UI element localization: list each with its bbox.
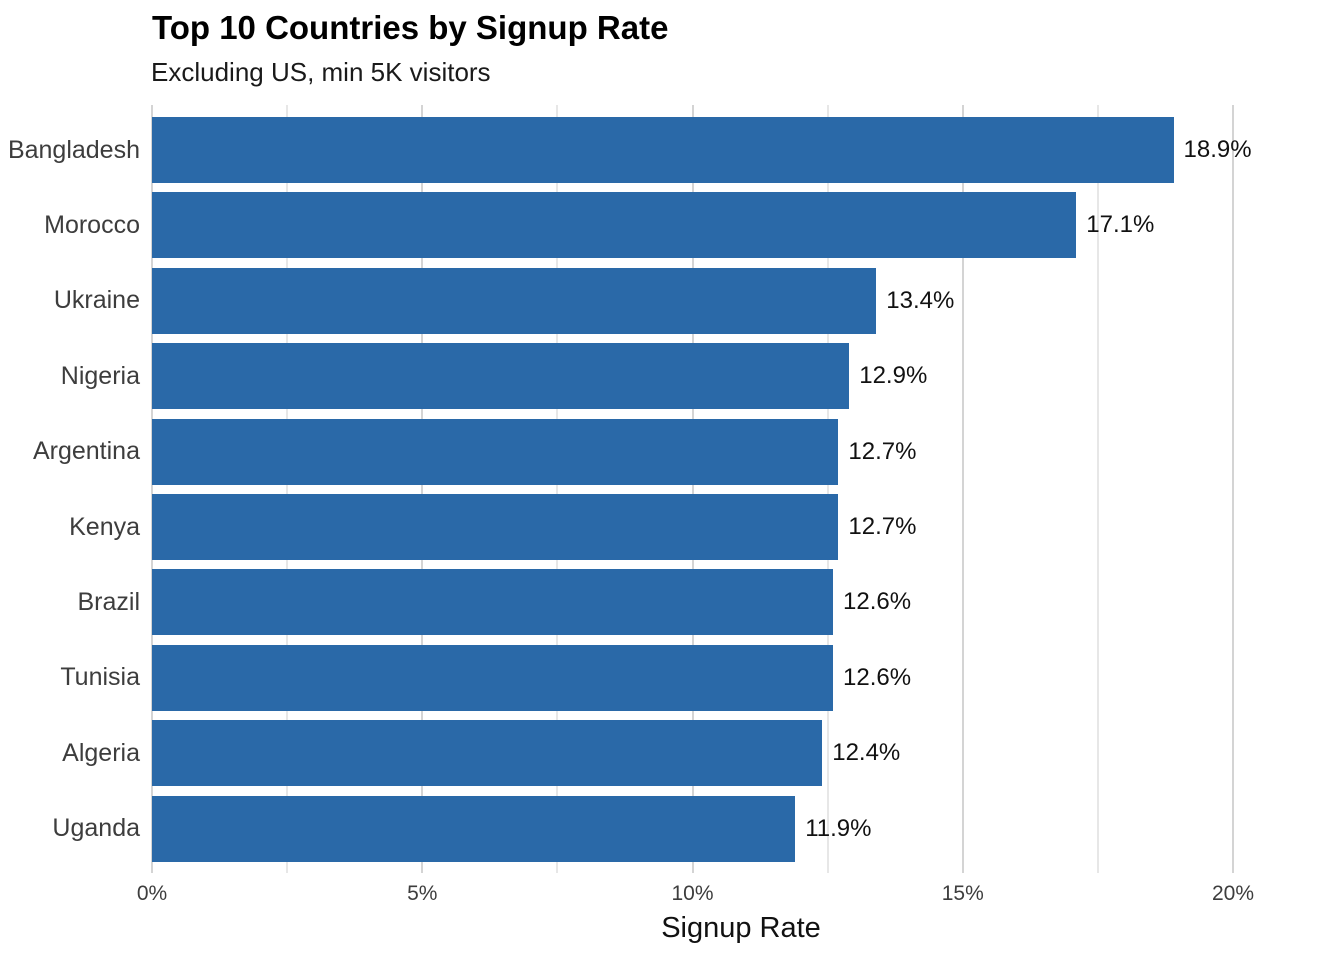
category-label: Tunisia — [60, 663, 140, 692]
bar — [152, 418, 839, 485]
gridline-major — [1232, 105, 1234, 866]
value-label: 13.4% — [886, 286, 955, 314]
category-label: Bangladesh — [7, 135, 140, 164]
bar — [152, 569, 834, 636]
bar — [152, 192, 1077, 259]
bar — [152, 795, 796, 862]
category-label: Ukraine — [53, 286, 140, 315]
value-label: 12.6% — [843, 588, 912, 616]
gridline-minor — [286, 105, 289, 866]
x-tick-label: 5% — [407, 882, 438, 905]
x-axis-tick — [151, 866, 153, 873]
x-axis-title: Signup Rate — [661, 912, 821, 944]
value-label: 17.1% — [1086, 211, 1155, 239]
x-tick-label: 0% — [136, 882, 168, 905]
gridline-major — [421, 105, 424, 866]
value-label: 12.7% — [848, 513, 917, 540]
x-tick-label: 10% — [671, 882, 714, 905]
gridline-major — [691, 105, 694, 866]
value-label: 12.6% — [843, 663, 912, 691]
bar — [152, 343, 850, 410]
gridline-minor — [556, 105, 559, 866]
value-label: 18.9% — [1183, 136, 1252, 163]
category-label: Algeria — [62, 738, 140, 767]
x-axis-tick — [826, 866, 829, 873]
x-axis-tick — [961, 866, 964, 873]
x-axis-tick — [421, 866, 424, 873]
bar — [152, 117, 1174, 183]
category-label: Kenya — [69, 512, 140, 541]
gridline-major — [961, 105, 964, 866]
x-axis-tick — [556, 866, 559, 873]
x-axis-tick — [1096, 866, 1099, 873]
category-label: Brazil — [77, 587, 140, 616]
gridline-minor — [1096, 105, 1099, 866]
chart-title: Top 10 Countries by Signup Rate — [152, 9, 669, 46]
value-label: 12.4% — [832, 739, 901, 767]
category-label: Uganda — [52, 814, 140, 843]
bar — [152, 644, 834, 711]
category-label: Nigeria — [60, 361, 140, 390]
x-axis-tick — [691, 866, 694, 873]
x-tick-label: 20% — [1211, 882, 1255, 905]
x-tick-label: 15% — [941, 882, 984, 905]
x-axis-tick — [1232, 866, 1234, 873]
chart-subtitle: Excluding US, min 5K visitors — [151, 57, 491, 87]
bar — [152, 494, 839, 560]
category-label: Argentina — [32, 437, 140, 466]
gridline-minor — [826, 105, 829, 866]
category-label: Morocco — [44, 210, 140, 239]
value-label: 11.9% — [805, 814, 872, 842]
value-label: 12.7% — [848, 437, 917, 465]
bar — [152, 720, 823, 787]
x-axis-tick — [286, 866, 289, 873]
value-label: 12.9% — [859, 362, 928, 390]
gridline-major — [151, 105, 153, 866]
bar — [152, 267, 877, 334]
